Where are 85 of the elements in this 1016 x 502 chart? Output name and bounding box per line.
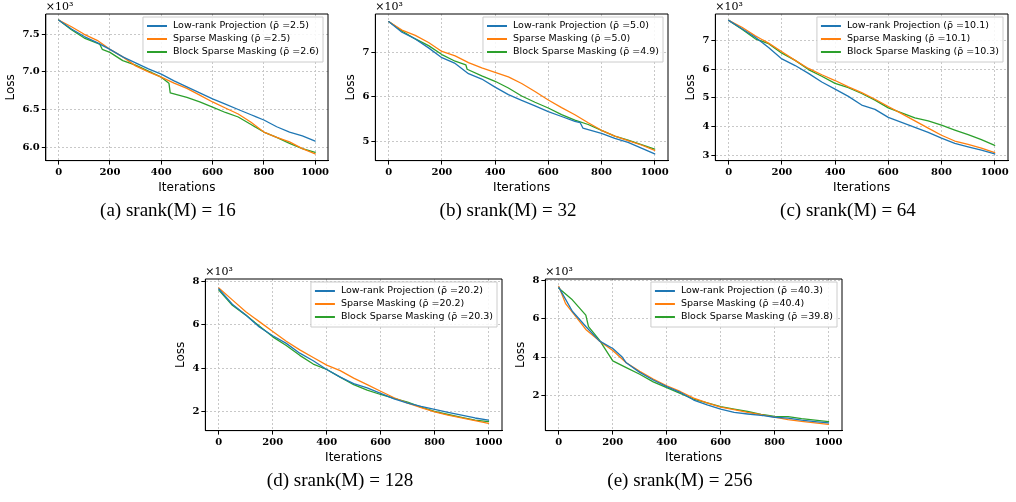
text: (d) srank(M) = 128 xyxy=(265,469,415,491)
y-axis-title: Loss xyxy=(343,74,358,101)
y-axis-title: Loss xyxy=(173,341,188,368)
legend-label: Sparse Masking (ρ̄ =40.4) xyxy=(680,297,805,309)
x-tick-label: 800 xyxy=(764,436,786,448)
y-tick-label: 6 xyxy=(192,318,200,330)
x-tick-label: 400 xyxy=(316,436,338,448)
x-tick-label: 400 xyxy=(656,436,678,448)
legend-label: Block Sparse Masking (ρ̄ =2.6) xyxy=(172,45,320,57)
text: ×10³ xyxy=(715,0,743,14)
x-tick-label: 1000 xyxy=(814,436,843,448)
x-tick-label: 1000 xyxy=(301,166,330,178)
y-tick-label: 2 xyxy=(532,388,540,400)
legend-label: Sparse Masking (ρ̄ =20.2) xyxy=(340,297,465,309)
y-tick-label: 7.0 xyxy=(22,65,40,77)
text: ×10³ xyxy=(545,265,573,279)
x-tick-label: 0 xyxy=(725,166,733,178)
y-tick-label: 8 xyxy=(532,274,540,286)
y-tick-label: 5 xyxy=(362,135,370,147)
legend-label: Low-rank Projection (ρ̄ =10.1) xyxy=(846,19,989,31)
x-axis-title: Iterations xyxy=(493,179,551,194)
y-tick-label: 6 xyxy=(702,62,710,74)
text: ×10³ xyxy=(205,265,233,279)
x-tick-label: 200 xyxy=(771,166,793,178)
x-tick-label: 200 xyxy=(99,166,121,178)
x-tick-label: 600 xyxy=(202,166,224,178)
x-tick-label: 800 xyxy=(931,166,952,178)
legend-label: Low-rank Projection (ρ̄ =2.5) xyxy=(172,19,309,31)
x-tick-label: 200 xyxy=(262,436,284,448)
y-tick-label: 6.5 xyxy=(22,103,40,115)
y-tick-label: 7 xyxy=(362,45,370,57)
x-tick-label: 1000 xyxy=(474,436,503,448)
y-tick-label: 7.5 xyxy=(22,27,40,39)
legend-label: Block Sparse Masking (ρ̄ =39.8) xyxy=(680,310,834,322)
y-tick-label: 5 xyxy=(702,91,710,103)
x-tick-label: 600 xyxy=(877,166,899,178)
x-tick-label: 1000 xyxy=(980,166,1009,178)
text: (c) srank(M) = 64 xyxy=(779,199,917,221)
legend-label: Low-rank Projection (ρ̄ =5.0) xyxy=(512,19,649,31)
legend-label: Sparse Masking (ρ̄ =2.5) xyxy=(172,32,291,44)
y-tick-label: 6 xyxy=(532,312,540,324)
text: ×10³ xyxy=(45,0,74,14)
x-axis-title: Iterations xyxy=(325,449,383,464)
x-tick-label: 800 xyxy=(591,166,612,178)
x-tick-label: 400 xyxy=(824,166,846,178)
text: ×10³ xyxy=(375,0,403,14)
x-tick-label: 0 xyxy=(215,436,223,448)
x-axis-title: Iterations xyxy=(833,179,891,194)
y-tick-label: 7 xyxy=(702,33,710,45)
y-tick-label: 6 xyxy=(362,90,370,102)
text: (b) srank(M) = 32 xyxy=(438,199,578,221)
x-tick-label: 400 xyxy=(150,166,172,178)
y-tick-label: 8 xyxy=(192,274,200,286)
x-axis-title: Iterations xyxy=(665,449,723,464)
text: (e) srank(M) = 256 xyxy=(606,469,754,491)
x-tick-label: 800 xyxy=(424,436,446,448)
y-tick-label: 3 xyxy=(702,149,710,161)
x-tick-label: 0 xyxy=(555,436,563,448)
x-tick-label: 600 xyxy=(537,166,559,178)
x-tick-label: 600 xyxy=(710,436,732,448)
legend-label: Block Sparse Masking (ρ̄ =20.3) xyxy=(340,310,494,322)
y-tick-label: 4 xyxy=(192,361,200,373)
legend-label: Sparse Masking (ρ̄ =10.1) xyxy=(846,32,971,44)
x-tick-label: 0 xyxy=(55,166,63,178)
legend-label: Sparse Masking (ρ̄ =5.0) xyxy=(512,32,631,44)
y-tick-label: 2 xyxy=(192,405,200,417)
x-tick-label: 400 xyxy=(484,166,506,178)
y-tick-label: 4 xyxy=(702,120,710,132)
y-axis-title: Loss xyxy=(513,341,528,368)
x-tick-label: 200 xyxy=(602,436,624,448)
x-tick-label: 600 xyxy=(370,436,392,448)
legend-label: Block Sparse Masking (ρ̄ =10.3) xyxy=(846,45,1000,57)
x-tick-label: 200 xyxy=(431,166,453,178)
legend-label: Low-rank Projection (ρ̄ =40.3) xyxy=(680,284,823,296)
y-tick-label: 4 xyxy=(532,350,540,362)
y-tick-label: 6.0 xyxy=(22,140,40,152)
y-axis-title: Loss xyxy=(683,74,698,101)
x-tick-label: 800 xyxy=(253,166,275,178)
legend-label: Block Sparse Masking (ρ̄ =4.9) xyxy=(512,45,660,57)
x-tick-label: 0 xyxy=(385,166,393,178)
text: (a) srank(M) = 16 xyxy=(99,199,237,221)
x-tick-label: 1000 xyxy=(640,166,669,178)
y-axis-title: Loss xyxy=(3,74,18,101)
x-axis-title: Iterations xyxy=(158,179,216,194)
legend-label: Low-rank Projection (ρ̄ =20.2) xyxy=(340,284,483,296)
